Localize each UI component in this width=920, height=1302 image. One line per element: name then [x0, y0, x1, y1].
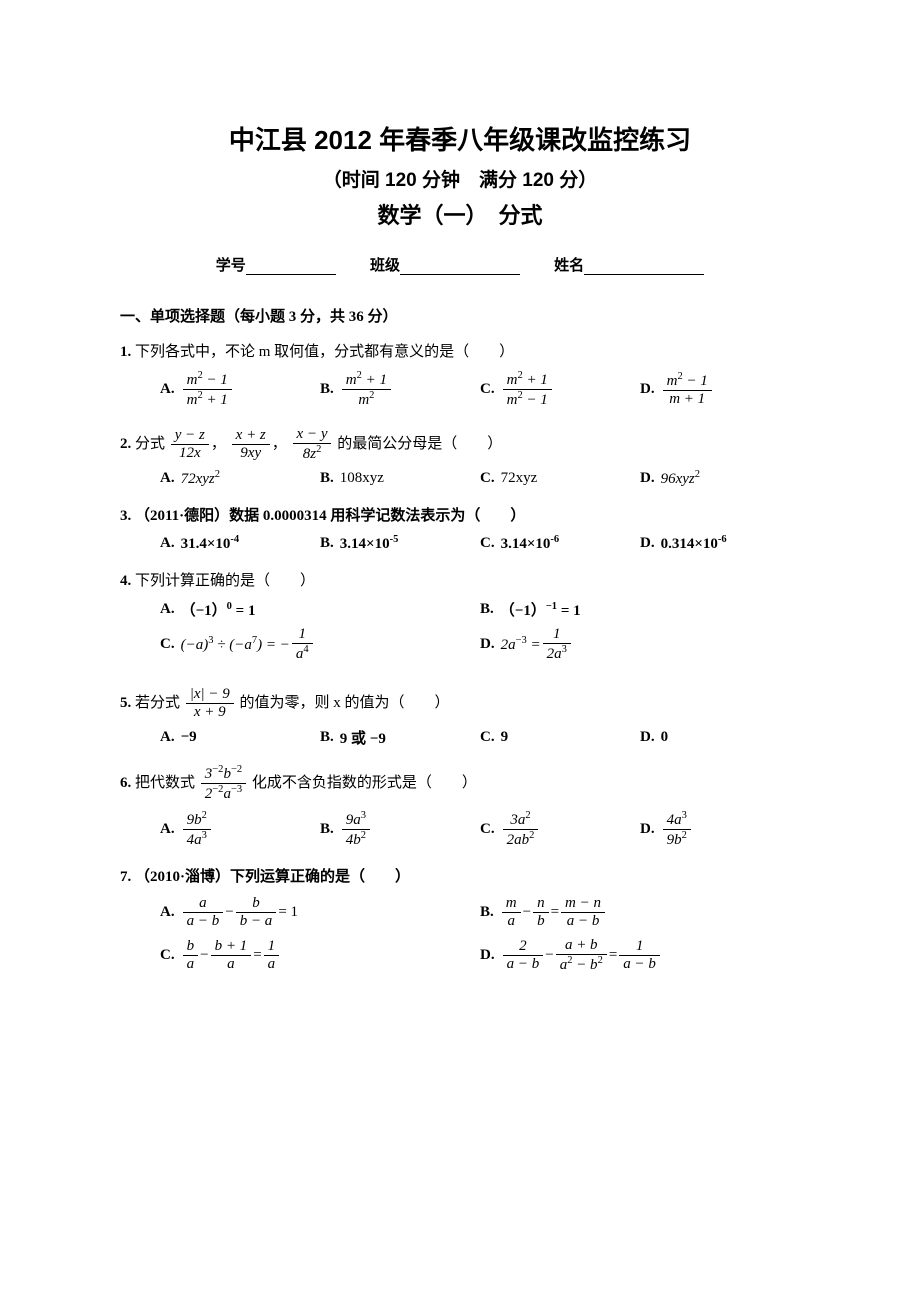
q2-suffix: 的最简公分母是（ ）: [337, 436, 502, 452]
q7-text: （2010·淄博）下列运算正确的是（ ）: [135, 869, 410, 885]
q5-suffix: 的值为零，则 x 的值为（ ）: [240, 695, 450, 711]
q4-number: 4.: [120, 573, 131, 589]
q1-opt-b[interactable]: B. m2 + 1m2: [320, 370, 480, 410]
q6-opt-d[interactable]: D. 4a39b2: [640, 810, 800, 850]
question-7: 7. （2010·淄博）下列运算正确的是（ ）: [120, 865, 800, 889]
page: 中江县 2012 年春季八年级课改监控练习 （时间 120 分钟 满分 120 …: [0, 0, 920, 1302]
q6-opt-b[interactable]: B. 9a34b2: [320, 810, 480, 850]
q6-suffix: 化成不含负指数的形式是（ ）: [252, 775, 477, 791]
q6-number: 6.: [120, 775, 131, 791]
q2-prefix: 分式: [135, 436, 165, 452]
q2-opt-a[interactable]: A.72xyz2: [160, 469, 320, 488]
q2-number: 2.: [120, 436, 131, 452]
q4-opt-a[interactable]: A.（−1）0 = 1: [160, 599, 480, 620]
question-2: 2. 分式 y − z12x， x + z9xy， x − y8z2 的最简公分…: [120, 426, 800, 464]
q3-opt-b[interactable]: B.3.14×10-5: [320, 534, 480, 553]
q4-opt-b[interactable]: B.（−1）−1 = 1: [480, 599, 800, 620]
q5-number: 5.: [120, 695, 131, 711]
name-blank[interactable]: [584, 259, 704, 275]
id-blank[interactable]: [246, 259, 336, 275]
question-3: 3. （2011·德阳）数据 0.0000314 用科学记数法表示为（ ）: [120, 504, 800, 528]
q6-opt-a[interactable]: A. 9b24a3: [160, 810, 320, 850]
q6-prefix: 把代数式: [135, 775, 195, 791]
q7-opt-b[interactable]: B. ma − nb = m − na − b: [480, 895, 800, 931]
q4-options: A.（−1）0 = 1 B.（−1）−1 = 1 C. (−a)3 ÷ (−a7…: [160, 599, 800, 670]
q7-opt-c[interactable]: C. ba − b + 1a = 1a: [160, 937, 480, 975]
section-1-heading: 一、单项选择题（每小题 3 分，共 36 分）: [120, 305, 800, 326]
q6-opt-c[interactable]: C. 3a22ab2: [480, 810, 640, 850]
q7-number: 7.: [120, 869, 131, 885]
q1-text: 下列各式中，不论 m 取何值，分式都有意义的是（ ）: [135, 344, 514, 360]
page-subject: 数学（一） 分式: [120, 198, 800, 230]
q5-opt-c[interactable]: C.9: [480, 727, 640, 748]
class-blank[interactable]: [400, 259, 520, 275]
page-title: 中江县 2012 年春季八年级课改监控练习: [120, 120, 800, 157]
id-label: 学号: [216, 257, 246, 274]
q3-opt-d[interactable]: D.0.314×10-6: [640, 534, 800, 553]
q3-text: （2011·德阳）数据 0.0000314 用科学记数法表示为（ ）: [135, 508, 525, 524]
q1-opt-c[interactable]: C. m2 + 1m2 − 1: [480, 370, 640, 410]
q4-opt-d[interactable]: D. 2a−3 = 12a3: [480, 626, 800, 664]
q7-opt-d[interactable]: D. 2a − b − a + ba2 − b2 = 1a − b: [480, 937, 800, 975]
q4-opt-c[interactable]: C. (−a)3 ÷ (−a7) = − 1a4: [160, 626, 480, 664]
q3-options: A.31.4×10-4 B.3.14×10-5 C.3.14×10-6 D.0.…: [160, 534, 800, 553]
q3-number: 3.: [120, 508, 131, 524]
student-info-line: 学号 班级 姓名: [120, 254, 800, 275]
question-1: 1. 下列各式中，不论 m 取何值，分式都有意义的是（ ）: [120, 340, 800, 364]
q2-opt-b[interactable]: B.108xyz: [320, 469, 480, 488]
q1-number: 1.: [120, 344, 131, 360]
q1-options: A. m2 − 1m2 + 1 B. m2 + 1m2 C. m2 + 1m2 …: [160, 370, 800, 410]
q5-options: A.−9 B.9 或 −9 C.9 D.0: [160, 727, 800, 748]
name-label: 姓名: [554, 257, 584, 274]
q3-opt-a[interactable]: A.31.4×10-4: [160, 534, 320, 553]
q1-opt-d[interactable]: D. m2 − 1m + 1: [640, 370, 800, 410]
class-label: 班级: [370, 257, 400, 274]
q3-opt-c[interactable]: C.3.14×10-6: [480, 534, 640, 553]
q7-opt-a[interactable]: A. aa − b − bb − a = 1: [160, 895, 480, 931]
q1-opt-a[interactable]: A. m2 − 1m2 + 1: [160, 370, 320, 410]
q5-prefix: 若分式: [135, 695, 180, 711]
question-5: 5. 若分式 |x| − 9x + 9 的值为零，则 x 的值为（ ）: [120, 686, 800, 722]
q5-opt-d[interactable]: D.0: [640, 727, 800, 748]
q6-options: A. 9b24a3 B. 9a34b2 C. 3a22ab2 D. 4a39b2: [160, 810, 800, 850]
q7-options: A. aa − b − bb − a = 1 B. ma − nb = m − …: [160, 895, 800, 980]
page-subtitle: （时间 120 分钟 满分 120 分）: [120, 165, 800, 192]
q5-opt-a[interactable]: A.−9: [160, 727, 320, 748]
question-6: 6. 把代数式 3−2b−22−2a−3 化成不含负指数的形式是（ ）: [120, 764, 800, 804]
q2-options: A.72xyz2 B.108xyz C.72xyz D.96xyz2: [160, 469, 800, 488]
q2-opt-d[interactable]: D.96xyz2: [640, 469, 800, 488]
q4-text: 下列计算正确的是（ ）: [135, 573, 315, 589]
q5-opt-b[interactable]: B.9 或 −9: [320, 727, 480, 748]
question-4: 4. 下列计算正确的是（ ）: [120, 569, 800, 593]
q2-opt-c[interactable]: C.72xyz: [480, 469, 640, 488]
